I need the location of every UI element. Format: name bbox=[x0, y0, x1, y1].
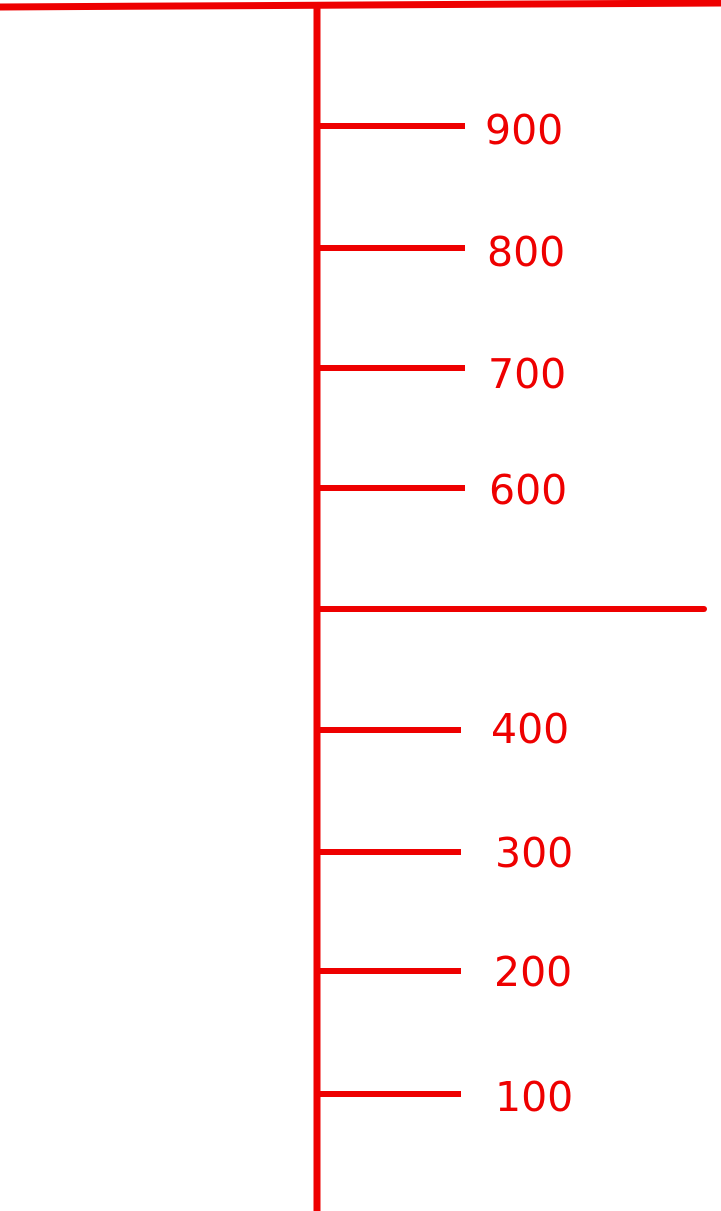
label-300: 300 bbox=[495, 829, 573, 877]
label-600: 600 bbox=[489, 466, 567, 514]
top-boundary-line bbox=[0, 0, 721, 11]
label-900: 900 bbox=[485, 106, 563, 154]
label-100: 100 bbox=[495, 1073, 573, 1121]
label-400: 400 bbox=[491, 705, 569, 753]
label-700: 700 bbox=[488, 350, 566, 398]
label-800: 800 bbox=[487, 228, 565, 276]
label-200: 200 bbox=[494, 948, 572, 996]
